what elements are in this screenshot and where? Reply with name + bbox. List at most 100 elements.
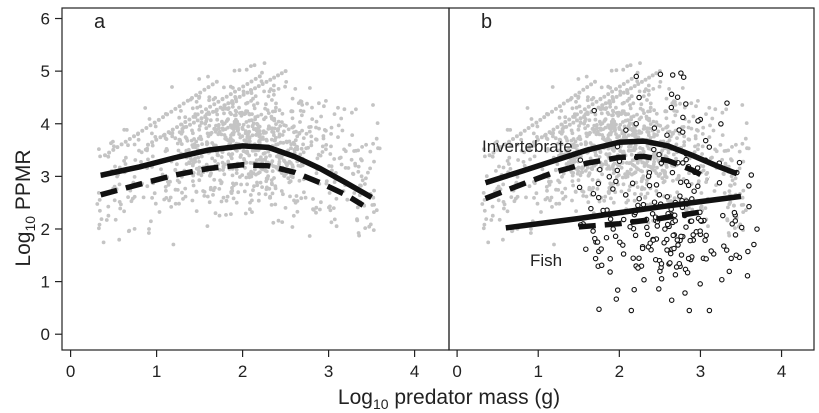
scatter-point	[139, 160, 143, 164]
scatter-point	[363, 226, 368, 231]
scatter-point	[720, 133, 725, 138]
scatter-point	[252, 63, 257, 68]
scatter-point	[167, 198, 172, 203]
scatter-point	[97, 226, 101, 231]
scatter-point	[563, 115, 568, 120]
scatter-point	[199, 116, 204, 121]
scatter-point	[260, 185, 264, 190]
scatter-point	[219, 199, 224, 204]
scatter-point	[281, 192, 285, 197]
scatter-point	[104, 218, 109, 222]
scatter-point	[608, 104, 612, 109]
scatter-point	[580, 166, 584, 171]
scatter-point	[508, 127, 513, 132]
scatter-point	[689, 126, 694, 131]
scatter-point	[609, 130, 614, 135]
scatter-point	[117, 237, 122, 242]
y-tick-label: 6	[41, 10, 50, 29]
scatter-point	[208, 118, 213, 123]
scatter-point	[629, 76, 634, 81]
scatter-point	[159, 167, 163, 172]
scatter-point	[682, 134, 687, 139]
scatter-point	[106, 154, 111, 159]
scatter-point	[328, 208, 333, 213]
scatter-point	[359, 157, 363, 162]
scatter-point	[144, 126, 149, 130]
scatter-point	[173, 136, 178, 141]
fish-point	[678, 70, 684, 76]
scatter-point	[366, 170, 370, 175]
scatter-point	[309, 140, 314, 144]
scatter-point	[272, 75, 277, 80]
fish-point	[667, 260, 673, 266]
scatter-point	[654, 171, 659, 176]
scatter-point	[508, 167, 513, 171]
scatter-point	[532, 154, 537, 159]
scatter-point	[667, 138, 672, 143]
scatter-point	[566, 147, 571, 152]
scatter-point	[255, 183, 260, 188]
scatter-point	[687, 205, 691, 210]
scatter-point	[704, 172, 709, 177]
scatter-point	[238, 155, 243, 159]
scatter-point	[171, 242, 176, 247]
scatter-point	[364, 142, 368, 147]
scatter-point	[255, 101, 260, 106]
scatter-point	[580, 189, 584, 193]
scatter-point	[604, 138, 608, 143]
scatter-point	[608, 167, 612, 171]
scatter-point	[314, 137, 319, 142]
scatter-point	[149, 219, 153, 224]
scatter-point	[314, 119, 319, 124]
scatter-point	[599, 111, 604, 116]
scatter-point	[97, 222, 102, 227]
fish-point	[595, 180, 602, 187]
fish-point	[588, 205, 594, 212]
fish-point	[691, 188, 697, 194]
scatter-point	[571, 114, 576, 119]
scatter-point	[184, 162, 189, 166]
scatter-point	[606, 112, 611, 116]
scatter-point	[540, 167, 545, 172]
scatter-point	[639, 179, 644, 184]
scatter-point	[621, 120, 625, 124]
scatter-point	[732, 182, 737, 186]
y-tick-label: 1	[41, 273, 50, 292]
scatter-point	[577, 134, 582, 139]
scatter-point	[495, 186, 500, 191]
scatter-point	[268, 77, 273, 82]
scatter-point	[583, 168, 588, 173]
scatter-point	[639, 192, 643, 197]
scatter-point	[621, 149, 626, 154]
scatter-point	[247, 153, 252, 158]
scatter-point	[198, 90, 203, 95]
scatter-point	[189, 138, 194, 143]
scatter-point	[578, 173, 583, 178]
scatter-point	[547, 130, 552, 135]
fit-line-dashed	[484, 153, 710, 202]
scatter-point	[209, 130, 214, 135]
scatter-point	[696, 99, 700, 103]
scatter-point	[700, 144, 705, 149]
scatter-point	[490, 213, 495, 218]
scatter-point	[372, 202, 376, 207]
scatter-point	[343, 166, 348, 170]
scatter-point	[579, 142, 583, 147]
scatter-point	[729, 174, 734, 179]
scatter-point	[345, 197, 350, 202]
scatter-point	[229, 154, 233, 159]
scatter-point	[563, 120, 568, 124]
scatter-point	[288, 194, 292, 199]
scatter-point	[690, 207, 695, 212]
scatter-point	[329, 132, 333, 136]
scatter-point	[626, 148, 631, 153]
scatter-point	[595, 126, 599, 131]
scatter-point	[664, 96, 669, 101]
scatter-point	[299, 146, 304, 151]
scatter-point	[481, 191, 486, 195]
scatter-point	[204, 162, 209, 167]
scatter-point	[664, 175, 669, 180]
scatter-point	[614, 94, 619, 99]
scatter-point	[191, 173, 196, 178]
scatter-point	[578, 116, 583, 121]
